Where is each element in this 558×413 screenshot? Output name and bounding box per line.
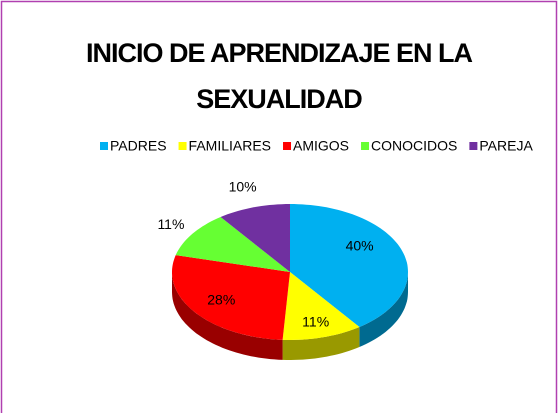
- data-label: 11%: [302, 314, 329, 330]
- pie-slice: [282, 272, 360, 340]
- legend-swatch: [283, 142, 292, 150]
- legend-swatch: [469, 142, 478, 150]
- pie-slice: [172, 255, 290, 340]
- data-label: 28%: [207, 291, 235, 307]
- legend-label: PADRES: [110, 138, 167, 154]
- legend-label: AMIGOS: [293, 138, 349, 154]
- legend-swatch: [361, 142, 370, 150]
- pie-slice: [220, 204, 290, 272]
- legend-swatch: [178, 142, 187, 150]
- chart-title: INICIO DE APRENDIZAJE EN LA SEXUALIDAD: [85, 38, 473, 114]
- pie-side: [172, 272, 283, 360]
- legend-label: CONOCIDOS: [371, 138, 457, 154]
- data-label: 10%: [229, 179, 257, 195]
- legend-label: PAREJA: [479, 138, 533, 154]
- legend-swatch: [100, 142, 108, 150]
- pie-slice: [175, 217, 290, 272]
- data-label: 40%: [346, 238, 374, 254]
- legend-label: FAMILIARES: [189, 138, 271, 154]
- pie-slice: [290, 204, 408, 327]
- pie-side: [282, 327, 360, 360]
- data-label: 11%: [157, 216, 184, 232]
- pie-side: [359, 272, 408, 347]
